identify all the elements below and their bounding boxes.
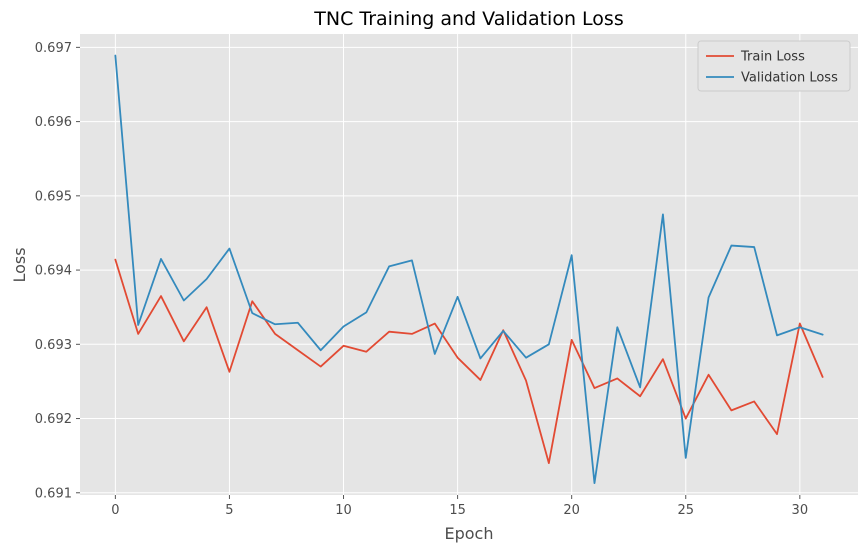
y-tick-label: 0.692: [35, 412, 72, 427]
legend-label: Train Loss: [740, 50, 805, 65]
x-tick-label: 20: [563, 503, 580, 518]
y-tick-label: 0.697: [35, 41, 72, 56]
x-tick-label: 15: [449, 503, 466, 518]
plot-background: [80, 34, 858, 495]
x-tick-label: 0: [111, 503, 119, 518]
series-layer: [114, 54, 824, 485]
legend-box: [697, 40, 851, 92]
series-line-train-loss: [114, 258, 824, 464]
x-tick-label: 5: [225, 503, 233, 518]
y-tick-label: 0.691: [35, 486, 72, 501]
x-tick-label: 25: [677, 503, 694, 518]
legend-label: Validation Loss: [741, 71, 838, 86]
y-tick-label: 0.694: [35, 264, 72, 279]
y-tick-label: 0.695: [35, 189, 72, 204]
x-axis-label: Epoch: [445, 524, 494, 543]
legend: Train Loss Validation Loss: [697, 40, 851, 92]
series-line-validation-loss: [114, 54, 824, 485]
y-axis-label: Loss: [10, 247, 29, 282]
chart-title: TNC Training and Validation Loss: [313, 8, 623, 30]
axis-ticks: 0 5 10 15 20 25 30 0.691 0.692 0.693 0.694 0.695 0.6…: [35, 41, 808, 518]
x-tick-label: 30: [792, 503, 809, 518]
y-tick-label: 0.696: [35, 115, 72, 130]
x-tick-label: 10: [335, 503, 352, 518]
y-tick-label: 0.693: [35, 338, 72, 353]
